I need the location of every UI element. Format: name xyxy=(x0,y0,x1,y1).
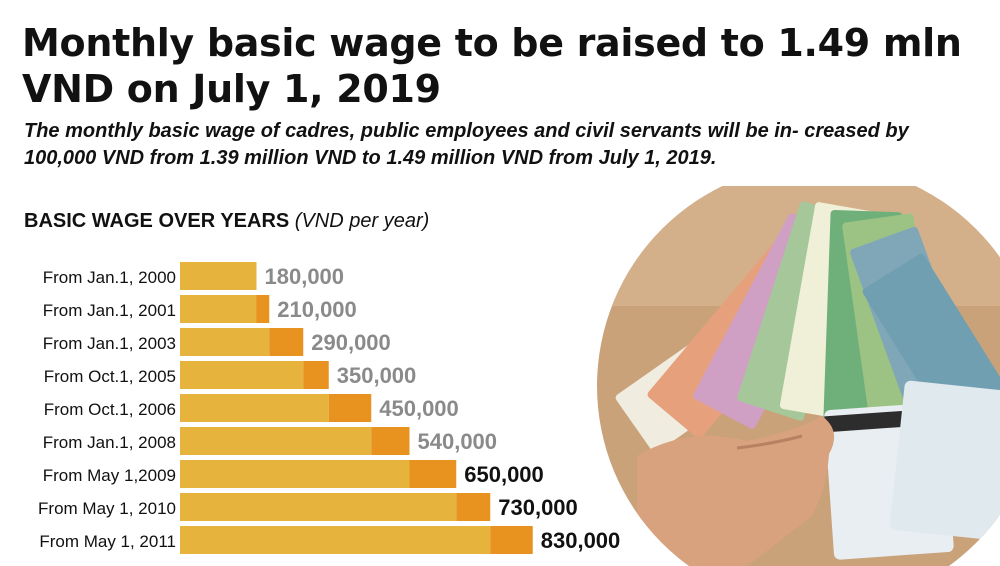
chart-title: BASIC WAGE OVER YEARS xyxy=(24,210,290,232)
page-subtitle: The monthly basic wage of cadres, public… xyxy=(24,120,909,169)
value-label: 210,000 xyxy=(277,297,357,322)
bar-base xyxy=(180,526,491,554)
cards-icon xyxy=(824,380,1000,560)
bar-increase xyxy=(303,361,329,389)
wage-bar-chart: From Jan.1, 2000 180,000 From Jan.1, 2001 2… xyxy=(38,262,621,554)
bar-base xyxy=(180,460,410,488)
hand-icon xyxy=(637,416,835,566)
value-label: 290,000 xyxy=(311,330,391,355)
category-label: From May 1,2009 xyxy=(43,466,176,485)
value-label: 180,000 xyxy=(265,264,345,289)
bar-increase xyxy=(456,493,491,521)
bar-base xyxy=(180,262,257,290)
category-label: From May 1, 2011 xyxy=(39,532,176,551)
bar-increase xyxy=(328,394,372,422)
chart-unit: (VND per year) xyxy=(294,210,430,232)
chart-heading: BASIC WAGE OVER YEARS (VND per year) xyxy=(24,210,429,233)
page-title: Monthly basic wage to be raised to 1.49 … xyxy=(22,21,962,111)
banknotes-icon xyxy=(615,201,1000,453)
bar-base xyxy=(180,427,372,455)
banknotes-photo xyxy=(597,186,1000,566)
value-label: 540,000 xyxy=(418,429,498,454)
category-label: From May 1, 2010 xyxy=(38,499,176,518)
value-label: 350,000 xyxy=(337,363,417,388)
category-label: From Oct.1, 2006 xyxy=(44,400,176,419)
bar-base xyxy=(180,394,329,422)
category-label: From Jan.1, 2001 xyxy=(43,301,176,320)
bar-increase xyxy=(256,295,270,323)
bar-base xyxy=(180,295,257,323)
category-label: From Jan.1, 2008 xyxy=(43,433,176,452)
value-label: 650,000 xyxy=(464,462,544,487)
bar-base xyxy=(180,328,270,356)
category-label: From Jan.1, 2003 xyxy=(43,334,176,353)
value-label: 730,000 xyxy=(498,495,578,520)
bar-base xyxy=(180,361,304,389)
bar-increase xyxy=(269,328,304,356)
category-label: From Oct.1, 2005 xyxy=(44,367,176,386)
bar-increase xyxy=(490,526,533,554)
bar-base xyxy=(180,493,457,521)
bar-increase xyxy=(409,460,457,488)
value-label: 830,000 xyxy=(541,528,621,553)
category-label: From Jan.1, 2000 xyxy=(43,268,176,287)
bar-increase xyxy=(371,427,410,455)
value-label: 450,000 xyxy=(379,396,459,421)
